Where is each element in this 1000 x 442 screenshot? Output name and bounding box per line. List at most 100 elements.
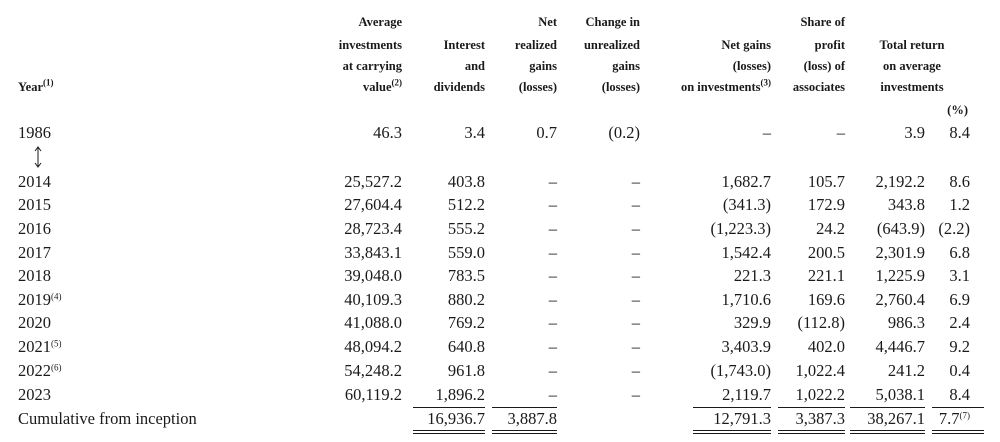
year-cell: 2018 <box>18 266 51 286</box>
value-cell: 343.8 <box>887 195 925 214</box>
header-line: unrealized <box>583 38 640 52</box>
header-line: associates <box>793 79 845 95</box>
year-cell: 2015 <box>18 195 51 215</box>
text: 2020 <box>18 313 51 332</box>
value-cell: – <box>548 361 557 380</box>
rule-line <box>492 430 557 431</box>
value-cell: 221.1 <box>807 266 845 285</box>
text: 2023 <box>18 385 51 404</box>
value-cell: – <box>631 172 640 191</box>
header-line: gains <box>612 59 640 73</box>
header-line: (loss) of <box>803 59 845 73</box>
year-cell: 1986 <box>18 123 51 143</box>
value-cell: (1,223.3) <box>710 219 772 238</box>
header-line: investments <box>812 79 1000 95</box>
value-cell: – <box>548 385 557 404</box>
rule-line <box>413 430 485 431</box>
rule-line <box>850 430 925 431</box>
value-cell: 41,088.0 <box>344 313 402 332</box>
header-cell: Year(1) <box>18 78 54 95</box>
year-cell: 2019(4) <box>18 290 62 310</box>
value-cell: – <box>631 361 640 380</box>
header-line: Net gains <box>721 38 771 52</box>
value-cell: 3.4 <box>464 123 485 142</box>
value-cell: 172.9 <box>807 195 845 214</box>
header-line: Total return <box>879 38 945 52</box>
unit-label: (%) <box>947 103 968 117</box>
value-cell: – <box>548 219 557 238</box>
value-cell: 640.8 <box>447 337 485 356</box>
value-cell: 6.9 <box>949 290 970 309</box>
footnote-ref: (3) <box>760 77 772 88</box>
header-line: Share of <box>800 15 845 29</box>
rule-line <box>492 407 557 408</box>
value-cell: 8.4 <box>949 123 970 142</box>
text: 2019 <box>18 290 51 309</box>
value-cell: 402.0 <box>807 337 845 356</box>
value-cell: 559.0 <box>447 243 485 262</box>
value-cell: 880.2 <box>447 290 485 309</box>
value-cell: 221.3 <box>733 266 771 285</box>
year-cell: 2014 <box>18 172 51 192</box>
text: Year <box>18 80 43 94</box>
value-cell: (0.2) <box>608 123 640 142</box>
value-cell: – <box>548 290 557 309</box>
footnote-ref: (5) <box>51 338 62 349</box>
value-cell: 1,022.4 <box>795 361 846 380</box>
header-line: (losses) <box>519 79 557 95</box>
value-cell: (341.3) <box>722 195 771 214</box>
header-line: profit <box>814 38 845 52</box>
value-cell: (643.9) <box>876 219 925 238</box>
rule-line <box>932 433 984 434</box>
value-cell: 1.2 <box>949 195 970 214</box>
value-cell: 329.9 <box>733 313 771 332</box>
header-line: and <box>464 59 485 73</box>
header-line: investments <box>338 38 402 52</box>
rule-line <box>850 407 925 408</box>
header-line: Average <box>358 15 403 29</box>
rule-line <box>413 407 485 408</box>
value-cell: 1,896.2 <box>435 385 486 404</box>
value-cell: 1,710.6 <box>721 290 772 309</box>
text: (losses) <box>601 80 640 94</box>
value-cell: – <box>548 266 557 285</box>
header-line: on average <box>883 59 941 73</box>
value-cell: (1,743.0) <box>710 361 772 380</box>
value-cell: 2,119.7 <box>722 385 771 404</box>
value-cell: 40,109.3 <box>344 290 402 309</box>
text: 1986 <box>18 123 51 142</box>
value-cell: 48,094.2 <box>344 337 402 356</box>
value-cell: 1,225.9 <box>875 266 926 285</box>
value-cell: 769.2 <box>447 313 485 332</box>
value-cell: – <box>631 243 640 262</box>
value-cell: 0.7 <box>536 123 557 142</box>
value-cell: 2,192.2 <box>875 172 926 191</box>
header-line: value(2) <box>363 78 402 95</box>
value-cell: – <box>548 313 557 332</box>
rule-line <box>932 430 984 431</box>
value-cell: – <box>836 123 845 142</box>
header-line: on investments(3) <box>681 77 772 95</box>
value-cell: 25,527.2 <box>344 172 402 191</box>
value-cell: 2,301.9 <box>875 243 926 262</box>
value-cell: – <box>548 243 557 262</box>
rule-line <box>693 430 771 431</box>
header-line: Interest <box>443 38 485 52</box>
value-cell: – <box>762 123 771 142</box>
footnote-ref: (6) <box>51 362 62 373</box>
footnote-ref: (4) <box>51 291 62 302</box>
value-cell: – <box>631 385 640 404</box>
value-cell: 3.9 <box>904 123 925 142</box>
footnote-ref: (7) <box>959 410 971 421</box>
header-line: Change in <box>585 15 640 29</box>
value-cell: 54,248.2 <box>344 361 402 380</box>
value-cell: 241.2 <box>887 361 925 380</box>
value-cell: 200.5 <box>807 243 845 262</box>
value-cell: 33,843.1 <box>344 243 402 262</box>
total-cell: 3,887.8 <box>507 409 558 428</box>
value-cell: 1,542.4 <box>721 243 772 262</box>
value-cell: 4,446.7 <box>875 337 926 356</box>
total-cell: 38,267.1 <box>867 409 925 428</box>
text: 2018 <box>18 266 51 285</box>
total-cell: 16,936.7 <box>427 409 485 428</box>
